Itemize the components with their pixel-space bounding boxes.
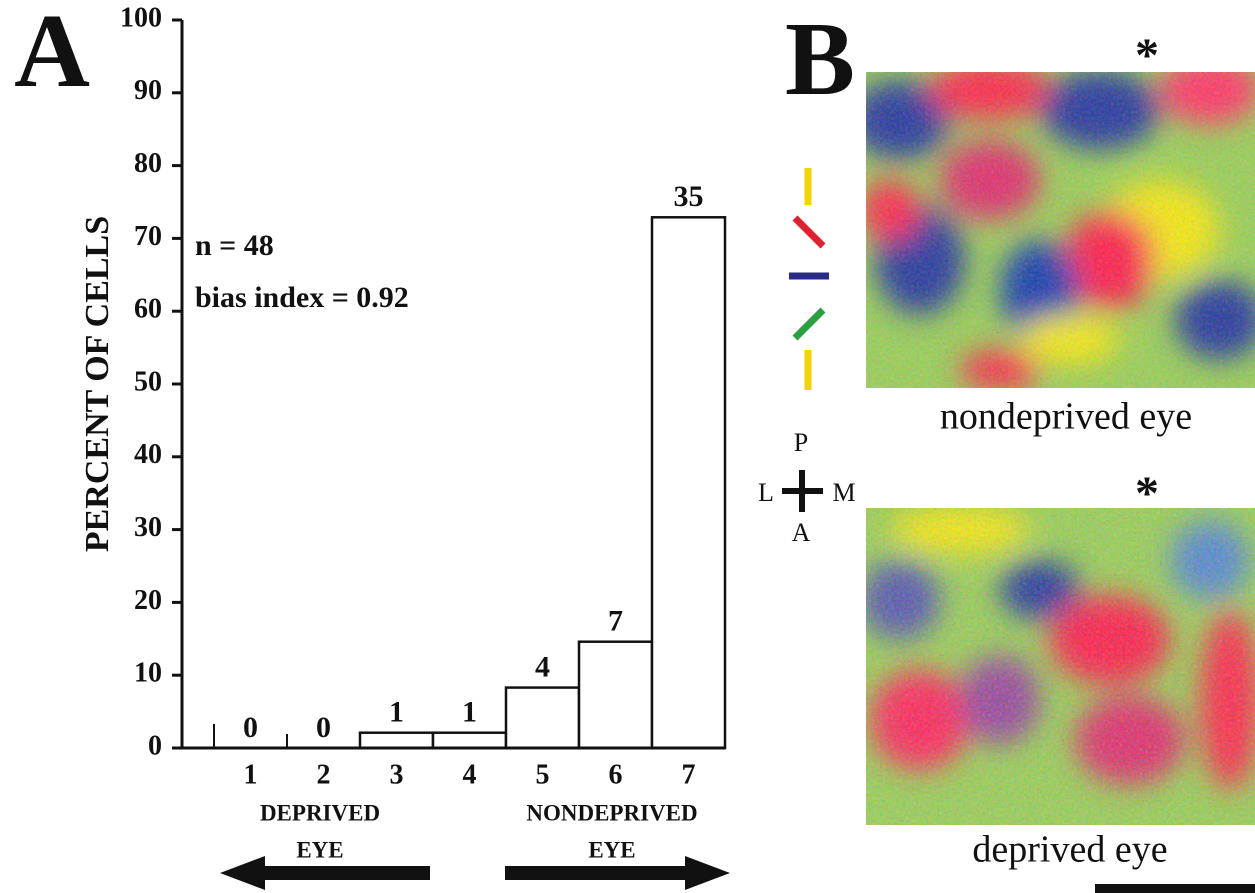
x-tick-label: 5	[536, 759, 550, 790]
group-label: DEPRIVED	[260, 800, 380, 825]
x-tick-label: 1	[244, 759, 258, 790]
bar	[577, 640, 654, 750]
y-axis-label: PERCENT OF CELLS	[79, 216, 116, 552]
bar	[431, 731, 508, 750]
y-tick-label: 90	[134, 75, 162, 106]
data-label: 35	[674, 180, 704, 213]
arrow	[220, 856, 430, 890]
compass-label: A	[792, 518, 811, 547]
x-tick-label: 3	[390, 759, 404, 790]
y-tick-label: 30	[134, 512, 162, 543]
y-tick-label: 70	[134, 221, 162, 252]
annotation: bias index = 0.92	[195, 281, 409, 314]
panel-label: B	[785, 0, 855, 117]
x-tick-label: 2	[317, 759, 331, 790]
data-label: 4	[535, 650, 550, 683]
compass-label: L	[758, 478, 774, 507]
bar	[358, 731, 435, 750]
data-label: 0	[316, 711, 331, 744]
y-tick-label: 80	[134, 148, 162, 179]
bar	[650, 216, 727, 750]
annotation: n = 48	[195, 229, 274, 262]
y-tick-label: 20	[134, 585, 162, 616]
group-label: EYE	[588, 837, 635, 862]
x-tick-label: 7	[682, 759, 696, 790]
compass	[782, 470, 823, 512]
y-tick-label: 50	[134, 366, 162, 397]
orientation-map	[866, 72, 1255, 388]
y-tick-label: 0	[148, 730, 162, 761]
y-tick-label: 40	[134, 439, 162, 470]
map-caption: deprived eye	[972, 829, 1167, 871]
compass-label: P	[794, 428, 808, 457]
data-label: 7	[608, 605, 623, 638]
group-label: EYE	[296, 837, 343, 862]
marker: *	[1135, 29, 1159, 82]
marker: *	[1135, 467, 1159, 520]
arrow	[505, 856, 730, 890]
orientation-map	[866, 508, 1255, 825]
y-tick-label: 100	[120, 2, 162, 33]
x-tick-label: 6	[609, 759, 623, 790]
data-label: 1	[462, 696, 477, 729]
x-tick-label: 4	[463, 759, 477, 790]
scale-bar	[1095, 884, 1255, 893]
panel-label: A	[14, 0, 90, 109]
data-label: 0	[243, 711, 258, 744]
group-label: NONDEPRIVED	[526, 800, 697, 825]
y-tick-label: 10	[134, 658, 162, 689]
compass-label: M	[832, 478, 855, 507]
orientation-key	[789, 168, 829, 390]
map-caption: nondeprived eye	[940, 396, 1192, 438]
y-tick-label: 60	[134, 294, 162, 325]
data-label: 1	[389, 696, 404, 729]
bar	[504, 686, 581, 750]
